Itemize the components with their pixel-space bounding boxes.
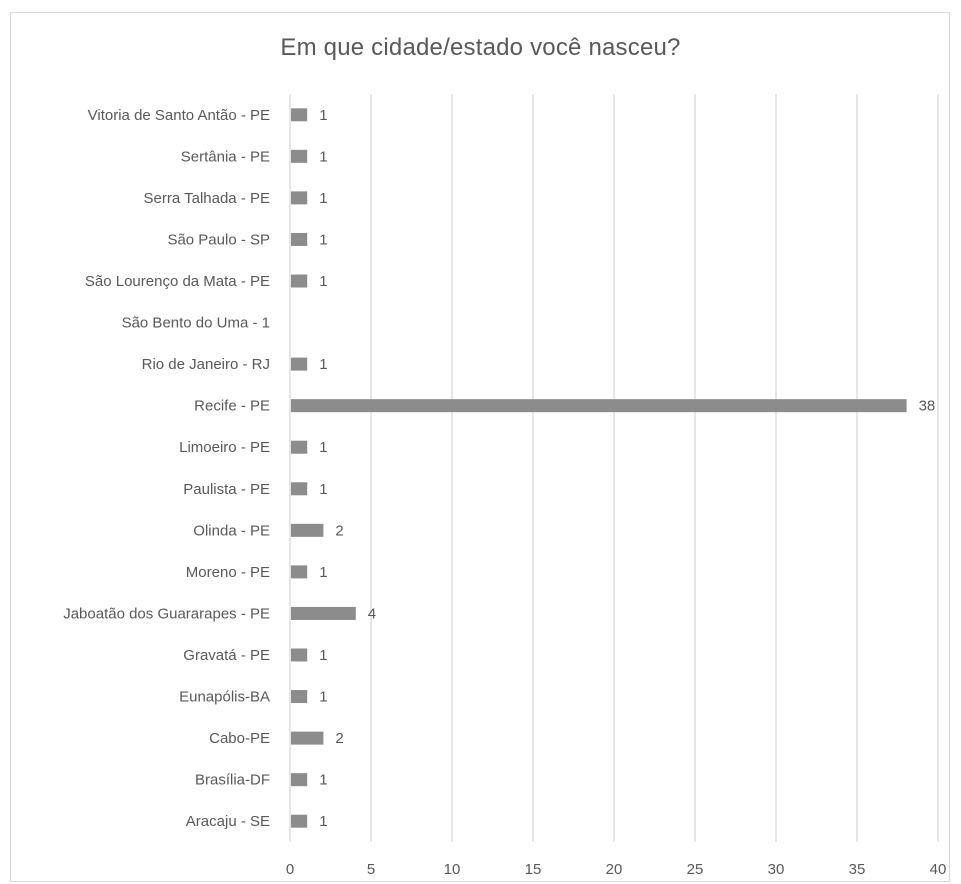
x-tick-label: 25 xyxy=(687,861,704,878)
bar xyxy=(291,149,308,163)
bar xyxy=(291,731,324,745)
data-label: 1 xyxy=(319,439,327,456)
bar xyxy=(291,814,308,828)
category-label: Jaboatão dos Guararapes - PE xyxy=(63,605,270,622)
data-label: 1 xyxy=(319,148,327,165)
category-label: Brasília-DF xyxy=(195,772,270,789)
category-label: Moreno - PE xyxy=(186,564,270,581)
x-tick-label: 40 xyxy=(930,861,947,878)
x-tick-label: 5 xyxy=(367,861,375,878)
x-tick-label: 10 xyxy=(444,861,461,878)
bar xyxy=(291,108,308,122)
category-label: Serra Talhada - PE xyxy=(144,190,270,207)
bar xyxy=(291,773,308,787)
bar xyxy=(291,606,356,620)
bar xyxy=(291,399,907,413)
data-label: 1 xyxy=(319,273,327,290)
data-label: 1 xyxy=(319,107,327,124)
category-label: Recife - PE xyxy=(194,398,270,415)
bar xyxy=(291,690,308,704)
chart-title: Em que cidade/estado você nasceu? xyxy=(280,34,681,61)
data-label: 1 xyxy=(319,647,327,664)
data-label: 1 xyxy=(319,231,327,248)
bar xyxy=(291,440,308,454)
bar xyxy=(291,191,308,205)
category-label: Gravatá - PE xyxy=(183,647,270,664)
bar xyxy=(291,274,308,288)
data-label: 1 xyxy=(319,564,327,581)
bar xyxy=(291,357,308,371)
data-label: 1 xyxy=(319,689,327,706)
data-label: 1 xyxy=(319,356,327,373)
category-label: São Lourenço da Mata - PE xyxy=(85,273,270,290)
data-label: 38 xyxy=(919,398,936,415)
category-label: Eunapólis-BA xyxy=(179,689,270,706)
bar xyxy=(291,648,308,662)
data-label: 1 xyxy=(319,813,327,830)
category-label: Rio de Janeiro - RJ xyxy=(142,356,270,373)
x-tick-label: 30 xyxy=(768,861,785,878)
x-tick-label: 35 xyxy=(849,861,866,878)
category-label: Paulista - PE xyxy=(183,481,270,498)
data-label: 1 xyxy=(319,481,327,498)
category-label: Cabo-PE xyxy=(209,730,270,747)
x-tick-label: 15 xyxy=(525,861,542,878)
category-label: Olinda - PE xyxy=(193,522,270,539)
data-label: 1 xyxy=(319,772,327,789)
category-label: Aracaju - SE xyxy=(186,813,270,830)
data-label: 2 xyxy=(335,730,343,747)
bar xyxy=(291,565,308,579)
category-label: Vitoria de Santo Antão - PE xyxy=(88,107,270,124)
category-label: São Paulo - SP xyxy=(167,231,270,248)
bar xyxy=(291,523,324,537)
bar xyxy=(291,482,308,496)
x-tick-label: 20 xyxy=(606,861,623,878)
category-label: Limoeiro - PE xyxy=(179,439,270,456)
category-label: São Bento do Uma - 1 xyxy=(122,315,270,332)
x-tick-label: 0 xyxy=(286,861,294,878)
chart-frame xyxy=(10,12,950,882)
data-label: 2 xyxy=(335,522,343,539)
data-label: 1 xyxy=(319,190,327,207)
data-label: 4 xyxy=(368,605,376,622)
category-label: Sertânia - PE xyxy=(181,148,270,165)
bar xyxy=(291,232,308,246)
